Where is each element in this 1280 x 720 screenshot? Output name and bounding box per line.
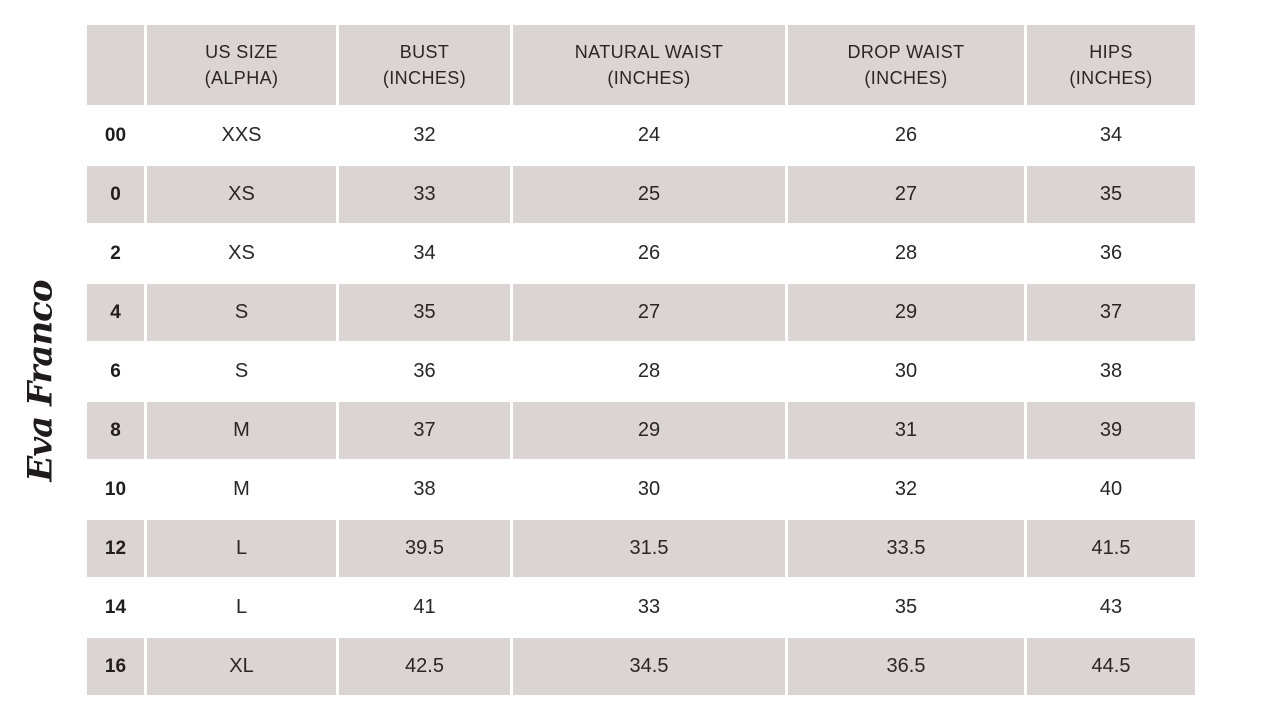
table-row: 6 S 36 28 30 38 <box>87 343 1195 400</box>
cell-natural-waist: 28 <box>513 343 785 400</box>
cell-hips: 40 <box>1027 461 1195 518</box>
cell-drop-waist: 36.5 <box>788 638 1024 695</box>
row-header-us-size: 16 <box>87 638 144 695</box>
cell-alpha: S <box>147 343 336 400</box>
cell-alpha: XS <box>147 225 336 282</box>
table-row: 4 S 35 27 29 37 <box>87 284 1195 341</box>
table-row: 00 XXS 32 24 26 34 <box>87 107 1195 164</box>
cell-bust: 35 <box>339 284 510 341</box>
row-header-us-size: 6 <box>87 343 144 400</box>
row-header-us-size: 00 <box>87 107 144 164</box>
cell-hips: 34 <box>1027 107 1195 164</box>
cell-alpha: S <box>147 284 336 341</box>
cell-hips: 38 <box>1027 343 1195 400</box>
cell-natural-waist: 33 <box>513 579 785 636</box>
cell-hips: 39 <box>1027 402 1195 459</box>
cell-drop-waist: 35 <box>788 579 1024 636</box>
cell-alpha: XS <box>147 166 336 223</box>
cell-alpha: L <box>147 579 336 636</box>
cell-hips: 35 <box>1027 166 1195 223</box>
table-row: 10 M 38 30 32 40 <box>87 461 1195 518</box>
row-header-us-size: 10 <box>87 461 144 518</box>
column-header-hips: HIPS (INCHES) <box>1027 25 1195 105</box>
cell-drop-waist: 28 <box>788 225 1024 282</box>
cell-natural-waist: 34.5 <box>513 638 785 695</box>
column-header-bust: BUST (INCHES) <box>339 25 510 105</box>
column-header-blank <box>87 25 144 105</box>
size-chart-table: US SIZE (ALPHA) BUST (INCHES) NATURAL WA… <box>84 23 1198 697</box>
row-header-us-size: 4 <box>87 284 144 341</box>
cell-drop-waist: 33.5 <box>788 520 1024 577</box>
table-row: 0 XS 33 25 27 35 <box>87 166 1195 223</box>
row-header-us-size: 14 <box>87 579 144 636</box>
cell-drop-waist: 31 <box>788 402 1024 459</box>
cell-bust: 38 <box>339 461 510 518</box>
cell-natural-waist: 27 <box>513 284 785 341</box>
table-row: 8 M 37 29 31 39 <box>87 402 1195 459</box>
table-row: 14 L 41 33 35 43 <box>87 579 1195 636</box>
cell-alpha: M <box>147 461 336 518</box>
cell-hips: 41.5 <box>1027 520 1195 577</box>
cell-bust: 34 <box>339 225 510 282</box>
cell-drop-waist: 30 <box>788 343 1024 400</box>
cell-hips: 36 <box>1027 225 1195 282</box>
cell-bust: 32 <box>339 107 510 164</box>
cell-bust: 41 <box>339 579 510 636</box>
table-row: 2 XS 34 26 28 36 <box>87 225 1195 282</box>
cell-natural-waist: 25 <box>513 166 785 223</box>
brand-logo: Eva Franco <box>0 280 82 482</box>
cell-alpha: XXS <box>147 107 336 164</box>
header-row: US SIZE (ALPHA) BUST (INCHES) NATURAL WA… <box>87 25 1195 105</box>
cell-hips: 43 <box>1027 579 1195 636</box>
table-row: 12 L 39.5 31.5 33.5 41.5 <box>87 520 1195 577</box>
row-header-us-size: 0 <box>87 166 144 223</box>
cell-bust: 33 <box>339 166 510 223</box>
cell-drop-waist: 26 <box>788 107 1024 164</box>
cell-hips: 37 <box>1027 284 1195 341</box>
row-header-us-size: 12 <box>87 520 144 577</box>
cell-drop-waist: 32 <box>788 461 1024 518</box>
brand-logo-text: Eva Franco <box>21 280 61 482</box>
cell-natural-waist: 31.5 <box>513 520 785 577</box>
cell-drop-waist: 29 <box>788 284 1024 341</box>
cell-natural-waist: 26 <box>513 225 785 282</box>
row-header-us-size: 8 <box>87 402 144 459</box>
cell-natural-waist: 30 <box>513 461 785 518</box>
cell-bust: 39.5 <box>339 520 510 577</box>
cell-bust: 36 <box>339 343 510 400</box>
cell-hips: 44.5 <box>1027 638 1195 695</box>
cell-bust: 42.5 <box>339 638 510 695</box>
table-row: 16 XL 42.5 34.5 36.5 44.5 <box>87 638 1195 695</box>
cell-drop-waist: 27 <box>788 166 1024 223</box>
column-header-natural-waist: NATURAL WAIST (INCHES) <box>513 25 785 105</box>
cell-natural-waist: 24 <box>513 107 785 164</box>
row-header-us-size: 2 <box>87 225 144 282</box>
cell-natural-waist: 29 <box>513 402 785 459</box>
column-header-us-size-alpha: US SIZE (ALPHA) <box>147 25 336 105</box>
column-header-drop-waist: DROP WAIST (INCHES) <box>788 25 1024 105</box>
cell-alpha: L <box>147 520 336 577</box>
cell-alpha: XL <box>147 638 336 695</box>
cell-alpha: M <box>147 402 336 459</box>
cell-bust: 37 <box>339 402 510 459</box>
